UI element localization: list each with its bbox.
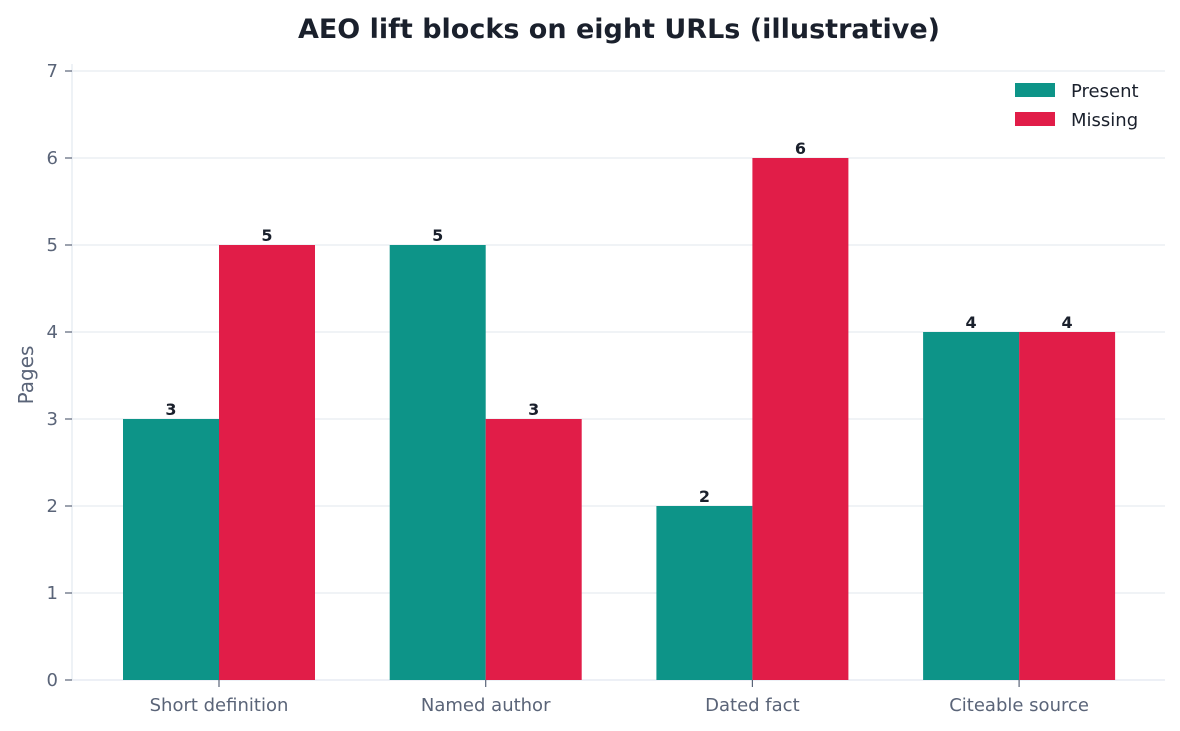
x-tick-label: Short definition [150,695,289,716]
y-axis-label: Pages [14,346,38,405]
data-labels: 3 5 5 3 2 6 4 4 [165,139,1072,506]
y-tick-label: 3 [47,409,58,430]
y-tick-label: 4 [47,322,58,343]
bar-missing [1019,332,1116,680]
y-ticks: 0 1 2 3 4 5 6 7 [47,61,72,691]
y-tick-label: 2 [47,496,58,517]
data-label: 6 [795,139,806,158]
y-tick-label: 7 [47,61,58,82]
x-tick-label: Dated fact [705,695,800,716]
data-label: 2 [699,487,710,506]
legend: Present Missing [1015,81,1139,131]
data-label: 3 [165,400,176,419]
data-label: 5 [432,226,443,245]
bar-missing [485,419,582,680]
bar-missing [219,245,315,680]
bar-present [123,419,219,680]
legend-label-missing: Missing [1071,110,1138,131]
y-tick-label: 0 [47,670,58,691]
bars [123,158,1116,680]
bar-present [389,245,486,680]
bar-missing [752,158,849,680]
y-tick-label: 5 [47,235,58,256]
y-tick-label: 6 [47,148,58,169]
legend-swatch-present [1015,83,1055,97]
x-ticks: Short definition Named author Dated fact Ci… [150,680,1089,716]
chart-title: AEO lift blocks on eight URLs (illustrat… [298,14,940,45]
legend-swatch-missing [1015,112,1055,126]
data-label: 3 [528,400,539,419]
data-label: 4 [1062,313,1073,332]
x-tick-label: Named author [421,695,551,716]
bar-present [656,506,753,680]
legend-label-present: Present [1071,81,1139,102]
y-tick-label: 1 [47,583,58,604]
data-label: 5 [261,226,272,245]
x-tick-label: Citeable source [949,695,1089,716]
bar-present [923,332,1020,680]
data-label: 4 [966,313,977,332]
